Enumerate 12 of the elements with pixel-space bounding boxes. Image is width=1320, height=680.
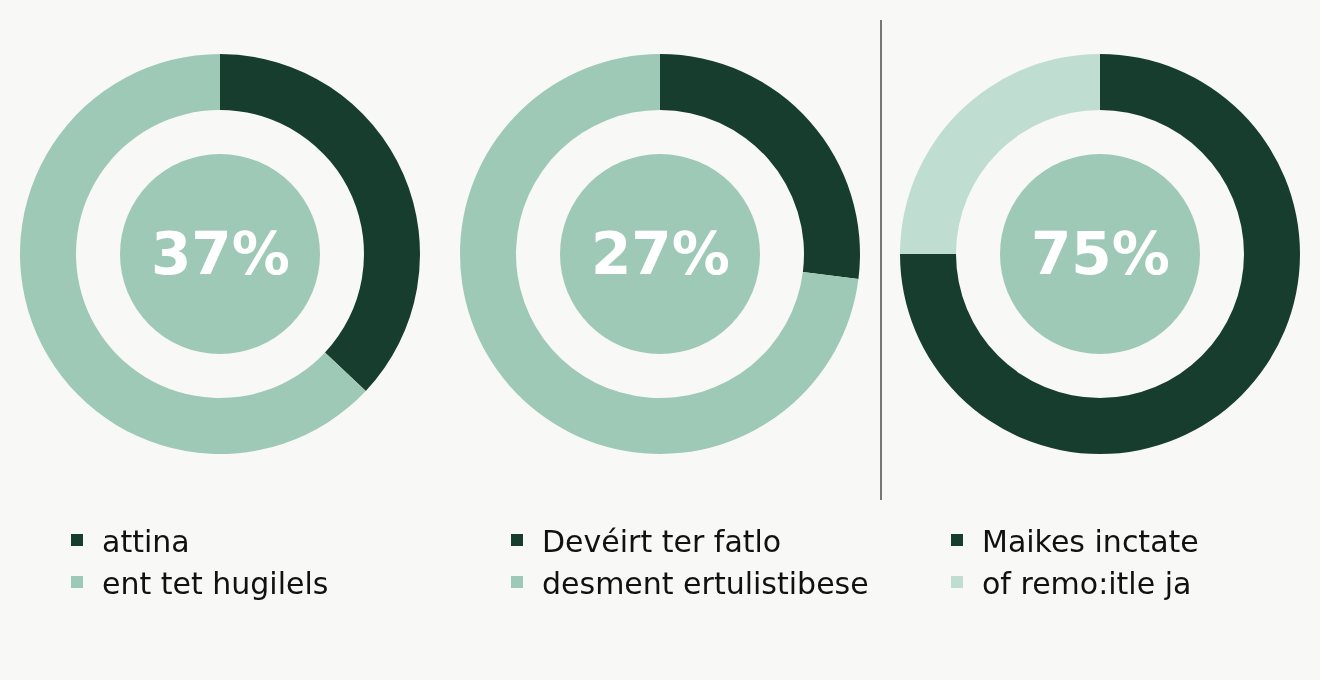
legend-label: attina <box>102 523 190 559</box>
text: 37% <box>151 220 290 288</box>
legend-label: Devéirt ter fatlo <box>542 523 782 559</box>
legend-label: ent tet hugilels <box>102 565 329 601</box>
text: 27% <box>591 220 730 288</box>
legend-label: desment ertulistibese <box>542 565 869 601</box>
text: 75% <box>1031 220 1170 288</box>
donut-slice <box>900 54 1300 454</box>
donut-slice <box>460 54 859 454</box>
legend-label: of remo:itle ja <box>982 565 1192 601</box>
donut-slice <box>20 54 366 454</box>
legend-label: Maikes inctate <box>982 523 1199 559</box>
